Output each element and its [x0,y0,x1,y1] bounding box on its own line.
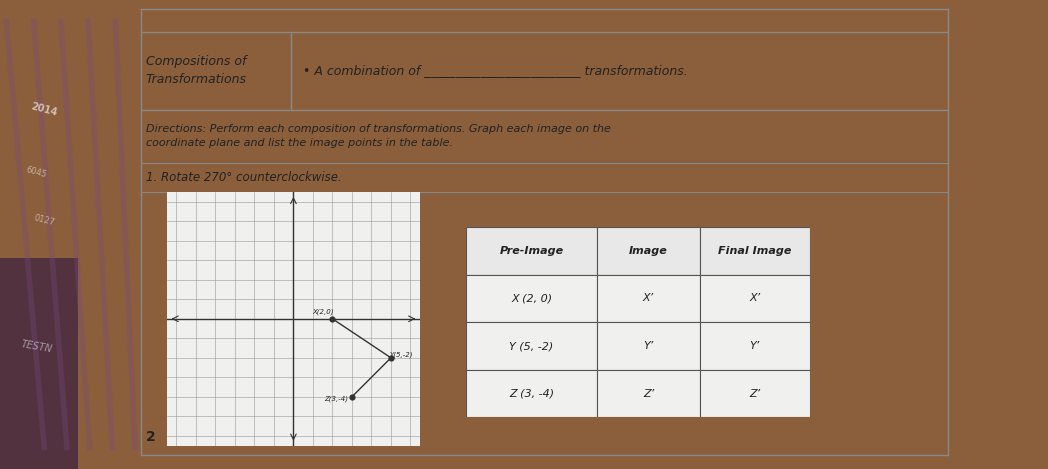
Text: Image: Image [629,246,668,256]
Text: TESTN: TESTN [20,340,53,355]
Bar [700,322,810,370]
Text: Z (3, -4): Z (3, -4) [509,389,554,399]
Text: Final Image: Final Image [718,246,791,256]
Bar [466,275,596,322]
Bar [700,227,810,275]
Text: X’: X’ [749,294,760,303]
Bar [596,227,700,275]
Bar [700,370,810,417]
Text: • A combination of _________________________ transformations.: • A combination of _____________________… [303,64,687,77]
Bar [596,322,700,370]
Text: X(2,0): X(2,0) [312,309,333,315]
Bar [466,370,596,417]
Point [383,354,399,362]
Text: Y(5,-2): Y(5,-2) [390,352,413,358]
Text: Y (5, -2): Y (5, -2) [509,341,553,351]
Text: Z(3,-4): Z(3,-4) [324,395,348,402]
Text: Directions: Perform each composition of transformations. Graph each image on the: Directions: Perform each composition of … [146,124,610,148]
Text: 2: 2 [146,430,155,444]
Bar [466,322,596,370]
Text: 6045: 6045 [25,166,48,180]
Text: Z’: Z’ [749,389,760,399]
Text: X’: X’ [642,294,654,303]
Bar [596,370,700,417]
Point [344,393,361,401]
Text: Y’: Y’ [643,341,654,351]
Point [324,315,341,323]
Text: 2014: 2014 [30,101,59,118]
Text: 1. Rotate 270° counterclockwise.: 1. Rotate 270° counterclockwise. [146,171,342,184]
Text: 0127: 0127 [32,213,56,227]
Text: Y’: Y’ [749,341,760,351]
Text: Z’: Z’ [642,389,654,399]
Text: X (2, 0): X (2, 0) [511,294,552,303]
Bar [700,275,810,322]
Text: Pre-Image: Pre-Image [500,246,564,256]
Bar [466,227,596,275]
Bar [596,275,700,322]
Bar [0,258,78,469]
Text: Compositions of
Transformations: Compositions of Transformations [146,55,246,86]
